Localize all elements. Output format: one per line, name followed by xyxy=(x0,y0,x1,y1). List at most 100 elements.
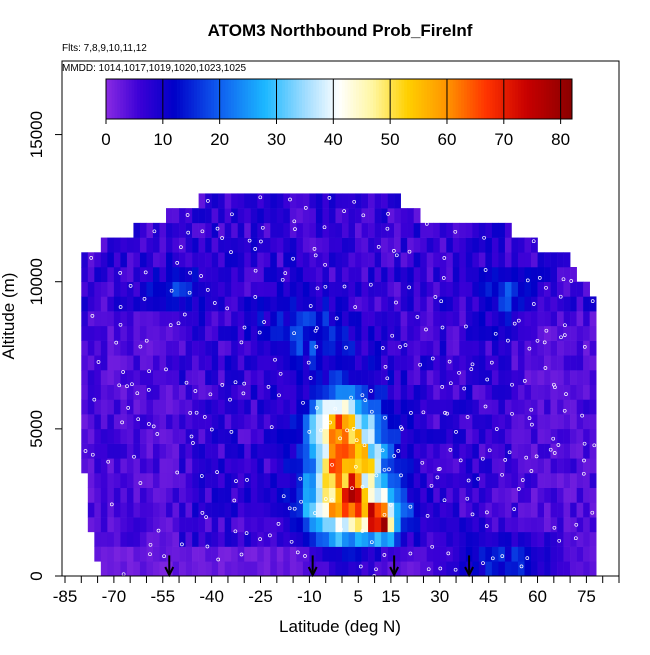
heatmap-cell xyxy=(531,414,538,430)
heatmap-cell xyxy=(107,281,115,297)
heatmap-cell xyxy=(302,340,310,356)
heatmap-cell xyxy=(120,237,128,253)
heatmap-cell xyxy=(348,546,356,562)
heatmap-cell xyxy=(120,428,128,444)
heatmap-cell xyxy=(198,237,206,253)
heatmap-cell xyxy=(544,384,551,400)
heatmap-cell xyxy=(550,399,558,415)
heatmap-cell xyxy=(511,311,519,327)
heatmap-cell xyxy=(81,428,89,444)
heatmap-cell xyxy=(309,208,317,224)
heatmap-cell xyxy=(289,193,297,209)
heatmap-cell xyxy=(407,458,414,474)
heatmap-cell xyxy=(263,546,271,562)
heatmap-cell xyxy=(544,561,551,577)
heatmap-cell xyxy=(205,281,212,297)
colorbar-segment xyxy=(509,79,513,119)
observation-point xyxy=(352,199,357,204)
heatmap-cell xyxy=(328,252,336,268)
heatmap-cell xyxy=(498,281,506,297)
heatmap-cell xyxy=(296,561,304,577)
heatmap-cell xyxy=(394,473,401,489)
heatmap-cell xyxy=(394,267,401,283)
heatmap-cell xyxy=(192,502,199,518)
heatmap-cell xyxy=(322,384,330,400)
heatmap-cell xyxy=(485,296,493,312)
heatmap-cell xyxy=(413,414,421,430)
heatmap-cell xyxy=(126,458,134,474)
heatmap-cell xyxy=(192,546,199,562)
observation-point xyxy=(387,467,391,472)
heatmap-cell xyxy=(400,355,408,371)
heatmap-cell xyxy=(368,281,375,297)
heatmap-cell xyxy=(570,325,577,341)
heatmap-cell xyxy=(302,267,310,283)
observation-point xyxy=(424,222,429,226)
heatmap-cell xyxy=(361,311,369,327)
heatmap-cell xyxy=(276,546,284,562)
heatmap-cell xyxy=(420,252,428,268)
heatmap-cell xyxy=(139,561,147,577)
heatmap-cell xyxy=(511,531,519,547)
heatmap-cell xyxy=(426,531,434,547)
heatmap-cell xyxy=(309,546,317,562)
heatmap-cell xyxy=(524,428,532,444)
heatmap-cell xyxy=(504,355,512,371)
heatmap-cell xyxy=(550,428,558,444)
heatmap-cell xyxy=(283,267,291,283)
heatmap-cell xyxy=(426,428,434,444)
heatmap-cell xyxy=(387,502,395,518)
heatmap-cell xyxy=(544,325,551,341)
heatmap-cell xyxy=(439,428,447,444)
heatmap-cell xyxy=(394,208,401,224)
heatmap-cell xyxy=(491,561,499,577)
heatmap-cell xyxy=(139,222,147,238)
heatmap-cell xyxy=(517,546,525,562)
colorbar-segment xyxy=(412,79,417,119)
observation-point xyxy=(199,274,203,278)
heatmap-cell xyxy=(478,340,486,356)
colorbar-segment xyxy=(361,79,365,119)
observation-point xyxy=(544,328,549,333)
heatmap-cell xyxy=(524,384,532,400)
heatmap-cell xyxy=(459,222,467,238)
heatmap-cell xyxy=(315,384,323,400)
heatmap-cell xyxy=(348,252,356,268)
heatmap-cell xyxy=(361,267,369,283)
observation-point xyxy=(258,195,263,200)
heatmap-cell xyxy=(413,281,421,297)
heatmap-cell xyxy=(120,325,128,341)
heatmap-cell xyxy=(576,281,584,297)
heatmap-cell xyxy=(491,267,499,283)
heatmap-cell xyxy=(433,311,441,327)
heatmap-cell xyxy=(563,384,571,400)
heatmap-cell xyxy=(139,531,147,547)
heatmap-cell xyxy=(342,222,349,238)
heatmap-cell xyxy=(348,531,356,547)
heatmap-cell xyxy=(583,370,590,386)
heatmap-cell xyxy=(87,370,95,386)
heatmap-cell xyxy=(335,443,343,459)
heatmap-cell xyxy=(452,443,460,459)
heatmap-cell xyxy=(335,370,343,386)
heatmap-cell xyxy=(498,428,506,444)
observation-point xyxy=(418,362,422,367)
heatmap-cell xyxy=(283,296,291,312)
heatmap-cell xyxy=(413,502,421,518)
heatmap-cell xyxy=(218,267,225,283)
heatmap-cell xyxy=(355,193,362,209)
heatmap-cell xyxy=(224,370,232,386)
heatmap-cell xyxy=(126,311,134,327)
observation-point xyxy=(435,475,440,480)
heatmap-cell xyxy=(511,237,519,253)
x-axis: -85 -70 -55 -40 -25 -10 5 15 30 45 60 75 xyxy=(53,576,620,606)
heatmap-cell xyxy=(205,370,212,386)
colorbar-segment xyxy=(225,79,229,119)
heatmap-cell xyxy=(172,252,180,268)
heatmap-cell xyxy=(231,296,239,312)
observation-point xyxy=(295,550,300,555)
heatmap-cell xyxy=(126,473,134,489)
heatmap-cell xyxy=(237,517,245,533)
heatmap-cell xyxy=(322,443,330,459)
